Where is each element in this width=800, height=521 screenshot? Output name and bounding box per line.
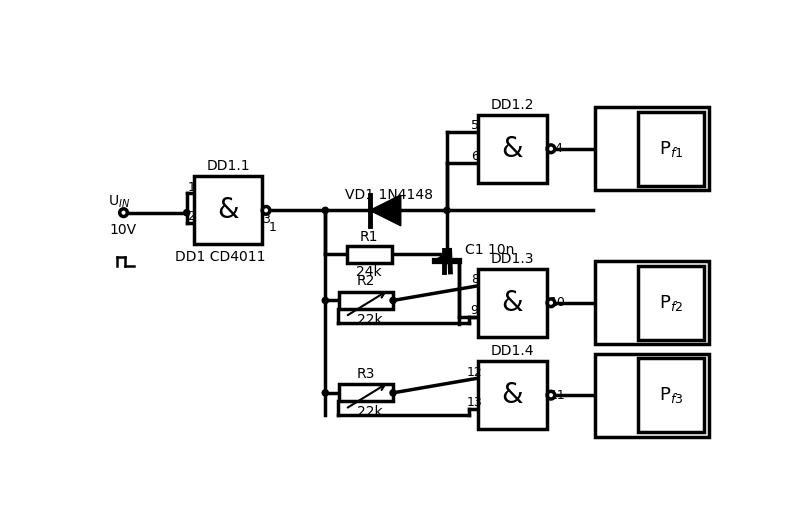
Text: 3: 3 bbox=[262, 213, 270, 226]
Circle shape bbox=[444, 207, 450, 214]
Text: DD1.1: DD1.1 bbox=[206, 159, 250, 173]
Text: 22k: 22k bbox=[357, 313, 382, 327]
Bar bbox=[594, 107, 709, 190]
Text: &: & bbox=[218, 196, 239, 225]
Text: 1: 1 bbox=[269, 221, 277, 234]
Circle shape bbox=[322, 207, 328, 214]
Text: 12: 12 bbox=[467, 366, 482, 379]
Text: DD1.3: DD1.3 bbox=[490, 252, 534, 266]
Circle shape bbox=[184, 209, 190, 216]
Bar bbox=[194, 177, 262, 244]
Text: 8: 8 bbox=[470, 273, 478, 286]
Bar bbox=[478, 269, 547, 337]
Bar bbox=[339, 384, 393, 401]
Text: R2: R2 bbox=[357, 274, 375, 288]
Text: P$_{f1}$: P$_{f1}$ bbox=[659, 139, 683, 159]
Bar bbox=[478, 115, 547, 183]
Text: C1 10n: C1 10n bbox=[466, 243, 515, 257]
Circle shape bbox=[322, 297, 328, 304]
Text: R1: R1 bbox=[360, 230, 378, 243]
Circle shape bbox=[444, 251, 450, 257]
Bar bbox=[339, 292, 393, 309]
Text: P$_{f3}$: P$_{f3}$ bbox=[659, 385, 683, 405]
Text: P$_{f2}$: P$_{f2}$ bbox=[659, 293, 683, 313]
Bar bbox=[638, 112, 704, 185]
Text: &: & bbox=[502, 381, 523, 409]
Text: R3: R3 bbox=[357, 367, 375, 381]
Text: 2: 2 bbox=[187, 210, 195, 223]
Text: 4: 4 bbox=[554, 142, 562, 155]
Bar bbox=[638, 266, 704, 340]
Text: &: & bbox=[502, 289, 523, 317]
Polygon shape bbox=[370, 195, 401, 226]
Text: 24k: 24k bbox=[356, 265, 382, 279]
Text: VD1 1N4148: VD1 1N4148 bbox=[346, 188, 434, 202]
Circle shape bbox=[322, 390, 328, 396]
Text: 22k: 22k bbox=[357, 405, 382, 419]
Bar bbox=[594, 354, 709, 437]
Text: 9: 9 bbox=[470, 304, 478, 317]
Circle shape bbox=[444, 257, 450, 264]
Text: 11: 11 bbox=[550, 389, 566, 402]
Text: U$_{IN}$: U$_{IN}$ bbox=[108, 194, 130, 210]
Circle shape bbox=[390, 390, 396, 396]
Text: DD1.4: DD1.4 bbox=[490, 344, 534, 358]
Text: 6: 6 bbox=[470, 150, 478, 163]
Text: 1: 1 bbox=[187, 181, 195, 194]
Text: 13: 13 bbox=[467, 396, 482, 410]
Text: 5: 5 bbox=[470, 119, 478, 132]
Bar bbox=[347, 246, 391, 263]
Bar bbox=[594, 261, 709, 344]
Text: &: & bbox=[502, 135, 523, 163]
Text: 10: 10 bbox=[550, 296, 566, 309]
Circle shape bbox=[390, 297, 396, 304]
Text: DD1 CD4011: DD1 CD4011 bbox=[175, 250, 266, 264]
Bar bbox=[478, 361, 547, 429]
Text: 10V: 10V bbox=[110, 222, 137, 237]
Text: DD1.2: DD1.2 bbox=[490, 98, 534, 112]
Bar bbox=[638, 358, 704, 432]
